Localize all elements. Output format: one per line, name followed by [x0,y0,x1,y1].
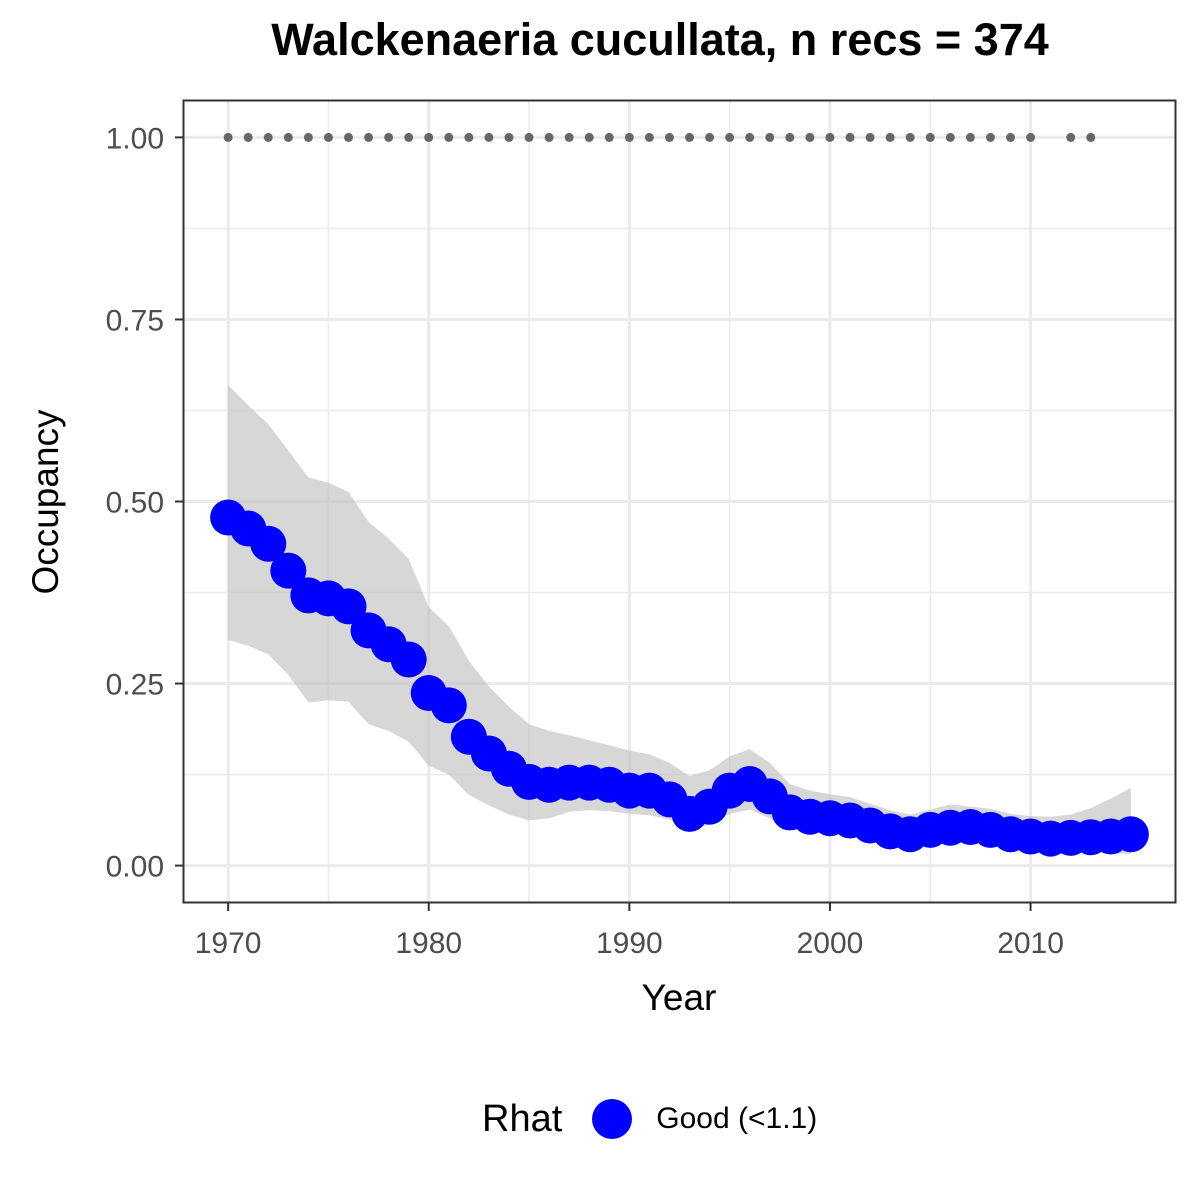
record-year-dot [564,132,574,142]
record-year-dot [765,132,775,142]
legend-title: Rhat [482,1097,563,1140]
record-year-dot [725,132,735,142]
occupancy-point [330,588,367,625]
record-year-dot [1086,132,1096,142]
x-tick-label: 2010 [997,927,1064,960]
record-year-dot [323,132,333,142]
record-year-dot [845,132,855,142]
record-year-dot [263,132,273,142]
record-year-dot [965,132,975,142]
y-tick-label: 1.00 [106,122,164,155]
y-tick-label: 0.00 [106,851,164,884]
occupancy-point [270,552,307,589]
record-year-dot [484,132,494,142]
record-year-dot [1066,132,1076,142]
record-year-dot [785,132,795,142]
y-axis-tick-labels: 0.00 0.25 0.50 0.75 1.00 [106,122,164,883]
occupancy-points-layer [210,499,1149,857]
record-year-dot [243,132,253,142]
record-year-dot [885,132,895,142]
y-axis-title: Occupancy [25,409,66,595]
record-year-dot [644,132,654,142]
record-year-dot [825,132,835,142]
y-tick-label: 0.25 [106,669,164,702]
record-year-dot [985,132,995,142]
record-year-dot [504,132,514,142]
axis-ticks [175,136,1032,911]
legend-label: Good (<1.1) [656,1102,818,1135]
record-year-dot [664,132,674,142]
record-year-dot [283,132,293,142]
x-tick-label: 1990 [596,927,663,960]
record-year-dot [705,132,715,142]
record-year-dot [584,132,594,142]
x-axis-title: Year [642,977,717,1018]
x-tick-label: 1980 [395,927,462,960]
record-year-dot [364,132,374,142]
record-year-dot [544,132,554,142]
occupancy-point [430,687,467,724]
record-year-dot [223,132,233,142]
record-year-dot [925,132,935,142]
record-year-dot [865,132,875,142]
record-dots-layer [223,132,1096,142]
panel-border [182,99,1177,904]
record-year-dot [685,132,695,142]
x-tick-label: 1970 [195,927,262,960]
record-year-dot [945,132,955,142]
record-year-dot [343,132,353,142]
x-axis-tick-labels: 1970 1980 1990 2000 2010 [195,927,1064,960]
legend: Rhat Good (<1.1) [482,1094,817,1144]
record-year-dot [905,132,915,142]
record-year-dot [404,132,414,142]
record-year-dot [1006,132,1016,142]
record-year-dot [604,132,614,142]
record-year-dot [464,132,474,142]
occupancy-point [390,641,427,678]
occupancy-point [250,525,287,562]
chart-title: Walckenaeria cucullata, n recs = 374 [271,14,1049,65]
record-year-dot [303,132,313,142]
record-year-dot [624,132,634,142]
record-year-dot [745,132,755,142]
legend-key-circle [592,1099,633,1139]
record-year-dot [524,132,534,142]
record-year-dot [384,132,394,142]
record-year-dot [444,132,454,142]
x-tick-label: 2000 [797,927,864,960]
y-tick-label: 0.75 [106,304,164,337]
y-tick-label: 0.50 [106,487,164,520]
record-year-dot [424,132,434,142]
record-year-dot [1026,132,1036,142]
occupancy-point [1112,816,1149,853]
record-year-dot [805,132,815,142]
